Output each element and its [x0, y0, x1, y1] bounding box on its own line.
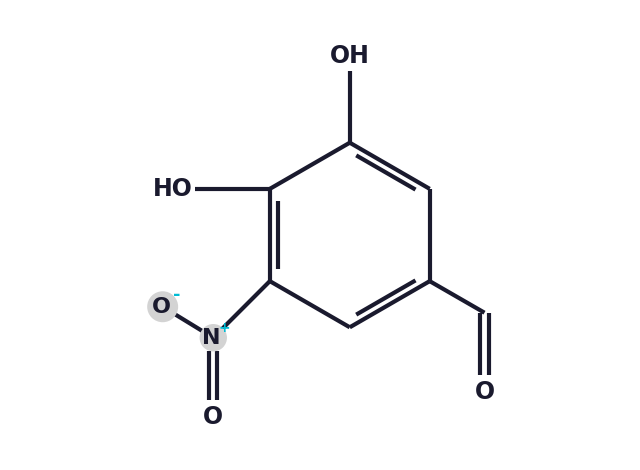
Text: O: O — [204, 405, 223, 429]
Text: HO: HO — [152, 177, 193, 201]
Text: -: - — [173, 286, 180, 304]
Circle shape — [200, 324, 227, 352]
Text: +: + — [218, 321, 230, 335]
Circle shape — [147, 291, 178, 322]
Text: O: O — [152, 297, 171, 317]
Text: OH: OH — [330, 44, 370, 68]
Text: O: O — [474, 380, 495, 404]
Text: N: N — [202, 328, 221, 348]
